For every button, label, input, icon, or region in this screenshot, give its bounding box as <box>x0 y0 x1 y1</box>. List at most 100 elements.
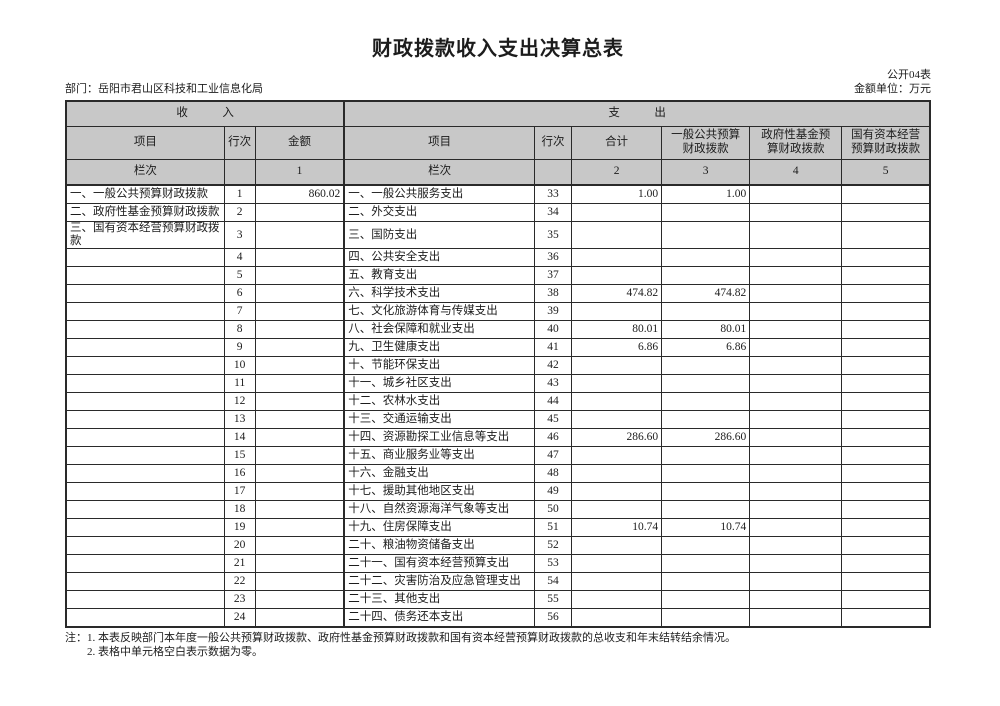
income-amount-cell <box>254 446 345 466</box>
table-row: 二、政府性基金预算财政拨款 2 二、外交支出 34 <box>65 203 931 222</box>
income-amount-cell <box>254 410 345 430</box>
expense-total-cell <box>571 374 663 394</box>
expense-gov-fund-cell <box>749 266 843 286</box>
expense-item-header: 项目 <box>343 125 535 160</box>
expense-general-budget-cell <box>661 536 751 556</box>
income-line-cell: 5 <box>223 266 256 286</box>
expense-gov-fund-cell <box>749 320 843 340</box>
income-amount-cell <box>254 518 345 538</box>
expense-line-cell: 36 <box>533 248 573 268</box>
expense-item-cell: 三、国防支出 <box>343 220 535 250</box>
expense-line-cell: 52 <box>533 536 573 556</box>
income-line-cell: 20 <box>223 536 256 556</box>
expense-item-cell: 八、社会保障和就业支出 <box>343 320 535 340</box>
table-row: 4 四、公共安全支出 36 <box>65 248 931 268</box>
income-amount-cell <box>254 500 345 520</box>
table-label: 公开04表 <box>887 69 931 81</box>
expense-item-cell: 十三、交通运输支出 <box>343 410 535 430</box>
expense-item-cell: 十六、金融支出 <box>343 464 535 484</box>
expense-general-budget-cell <box>661 446 751 466</box>
expense-general-budget-cell <box>661 590 751 610</box>
expense-line-header: 行次 <box>533 125 573 160</box>
document-content: 财政拨款收入支出决算总表 公开04表 部门：岳阳市君山区科技和工业信息化局 金额… <box>65 0 931 659</box>
income-amount-cell <box>254 482 345 502</box>
expense-total-cell <box>571 356 663 376</box>
income-amount-cell <box>254 374 345 394</box>
income-amount-cell <box>254 554 345 574</box>
expense-total-cell <box>571 464 663 484</box>
department-label: 部门：岳阳市君山区科技和工业信息化局 <box>65 83 263 95</box>
expense-line-cell: 34 <box>533 203 573 222</box>
table-row: 8 八、社会保障和就业支出 40 80.01 80.01 <box>65 320 931 340</box>
expense-total-cell <box>571 248 663 268</box>
expense-state-capital-cell <box>841 572 931 592</box>
table-row: 19 十九、住房保障支出 51 10.74 10.74 <box>65 518 931 538</box>
income-item-cell <box>65 608 225 628</box>
expense-total-cell: 10.74 <box>571 518 663 538</box>
expense-state-capital-cell <box>841 590 931 610</box>
income-amount-cell <box>254 320 345 340</box>
income-item-cell <box>65 500 225 520</box>
expense-line-cell: 40 <box>533 320 573 340</box>
income-amount-cell <box>254 302 345 322</box>
income-line-index-cell <box>223 158 256 186</box>
income-amount-cell <box>254 284 345 304</box>
expense-total-cell <box>571 572 663 592</box>
expense-total-index: 2 <box>571 158 663 186</box>
expense-line-cell: 56 <box>533 608 573 628</box>
expense-general-budget-cell <box>661 608 751 628</box>
income-item-cell <box>65 536 225 556</box>
income-amount-cell <box>254 248 345 268</box>
note-line-2: 2. 表格中单元格空白表示数据为零。 <box>87 646 263 659</box>
note-line-1: 注：1. 本表反映部门本年度一般公共预算财政拨款、政府性基金预算财政拨款和国有资… <box>65 632 736 645</box>
expense-line-cell: 55 <box>533 590 573 610</box>
expense-gov-fund-cell <box>749 518 843 538</box>
expense-general-budget-cell <box>661 554 751 574</box>
expense-state-capital-cell <box>841 500 931 520</box>
income-item-cell <box>65 518 225 538</box>
table-row: 10 十、节能环保支出 42 <box>65 356 931 376</box>
expense-total-cell <box>571 608 663 628</box>
table-row: 9 九、卫生健康支出 41 6.86 6.86 <box>65 338 931 358</box>
income-amount-cell <box>254 590 345 610</box>
expense-state-capital-cell <box>841 482 931 502</box>
expense-item-cell: 一、一般公共服务支出 <box>343 184 535 204</box>
income-item-cell <box>65 572 225 592</box>
expense-line-cell: 43 <box>533 374 573 394</box>
expense-general-budget-cell <box>661 203 751 222</box>
expense-gov-fund-cell <box>749 338 843 358</box>
expense-total-cell <box>571 446 663 466</box>
income-amount-cell <box>254 356 345 376</box>
expense-state-capital-cell <box>841 536 931 556</box>
income-line-cell: 24 <box>223 608 256 628</box>
income-item-cell <box>65 248 225 268</box>
expense-item-cell: 二十、粮油物资储备支出 <box>343 536 535 556</box>
expense-gov-fund-cell <box>749 374 843 394</box>
table-row: 11 十一、城乡社区支出 43 <box>65 374 931 394</box>
income-line-cell: 2 <box>223 203 256 222</box>
expense-total-cell: 6.86 <box>571 338 663 358</box>
income-amount-cell <box>254 428 345 448</box>
expense-line-cell: 37 <box>533 266 573 286</box>
income-amount-cell <box>254 203 345 222</box>
expense-item-cell: 四、公共安全支出 <box>343 248 535 268</box>
expense-line-cell: 35 <box>533 220 573 250</box>
expense-line-cell: 44 <box>533 392 573 412</box>
income-item-cell <box>65 356 225 376</box>
table-row: 22 二十二、灾害防治及应急管理支出 54 <box>65 572 931 592</box>
table-row: 一、一般公共预算财政拨款 1 860.02 一、一般公共服务支出 33 1.00 1.00 <box>65 184 931 204</box>
income-line-cell: 15 <box>223 446 256 466</box>
expense-item-cell: 二十三、其他支出 <box>343 590 535 610</box>
table-row: 14 十四、资源勘探工业信息等支出 46 286.60 286.60 <box>65 428 931 448</box>
income-item-cell <box>65 482 225 502</box>
expense-item-cell: 二十一、国有资本经营预算支出 <box>343 554 535 574</box>
expense-line-cell: 42 <box>533 356 573 376</box>
income-line-cell: 7 <box>223 302 256 322</box>
expense-state-capital-cell <box>841 320 931 340</box>
expense-state-capital-cell <box>841 464 931 484</box>
table-row: 6 六、科学技术支出 38 474.82 474.82 <box>65 284 931 304</box>
income-line-cell: 22 <box>223 572 256 592</box>
income-amount-cell <box>254 266 345 286</box>
expense-total-cell <box>571 554 663 574</box>
expense-state-capital-cell <box>841 220 931 250</box>
